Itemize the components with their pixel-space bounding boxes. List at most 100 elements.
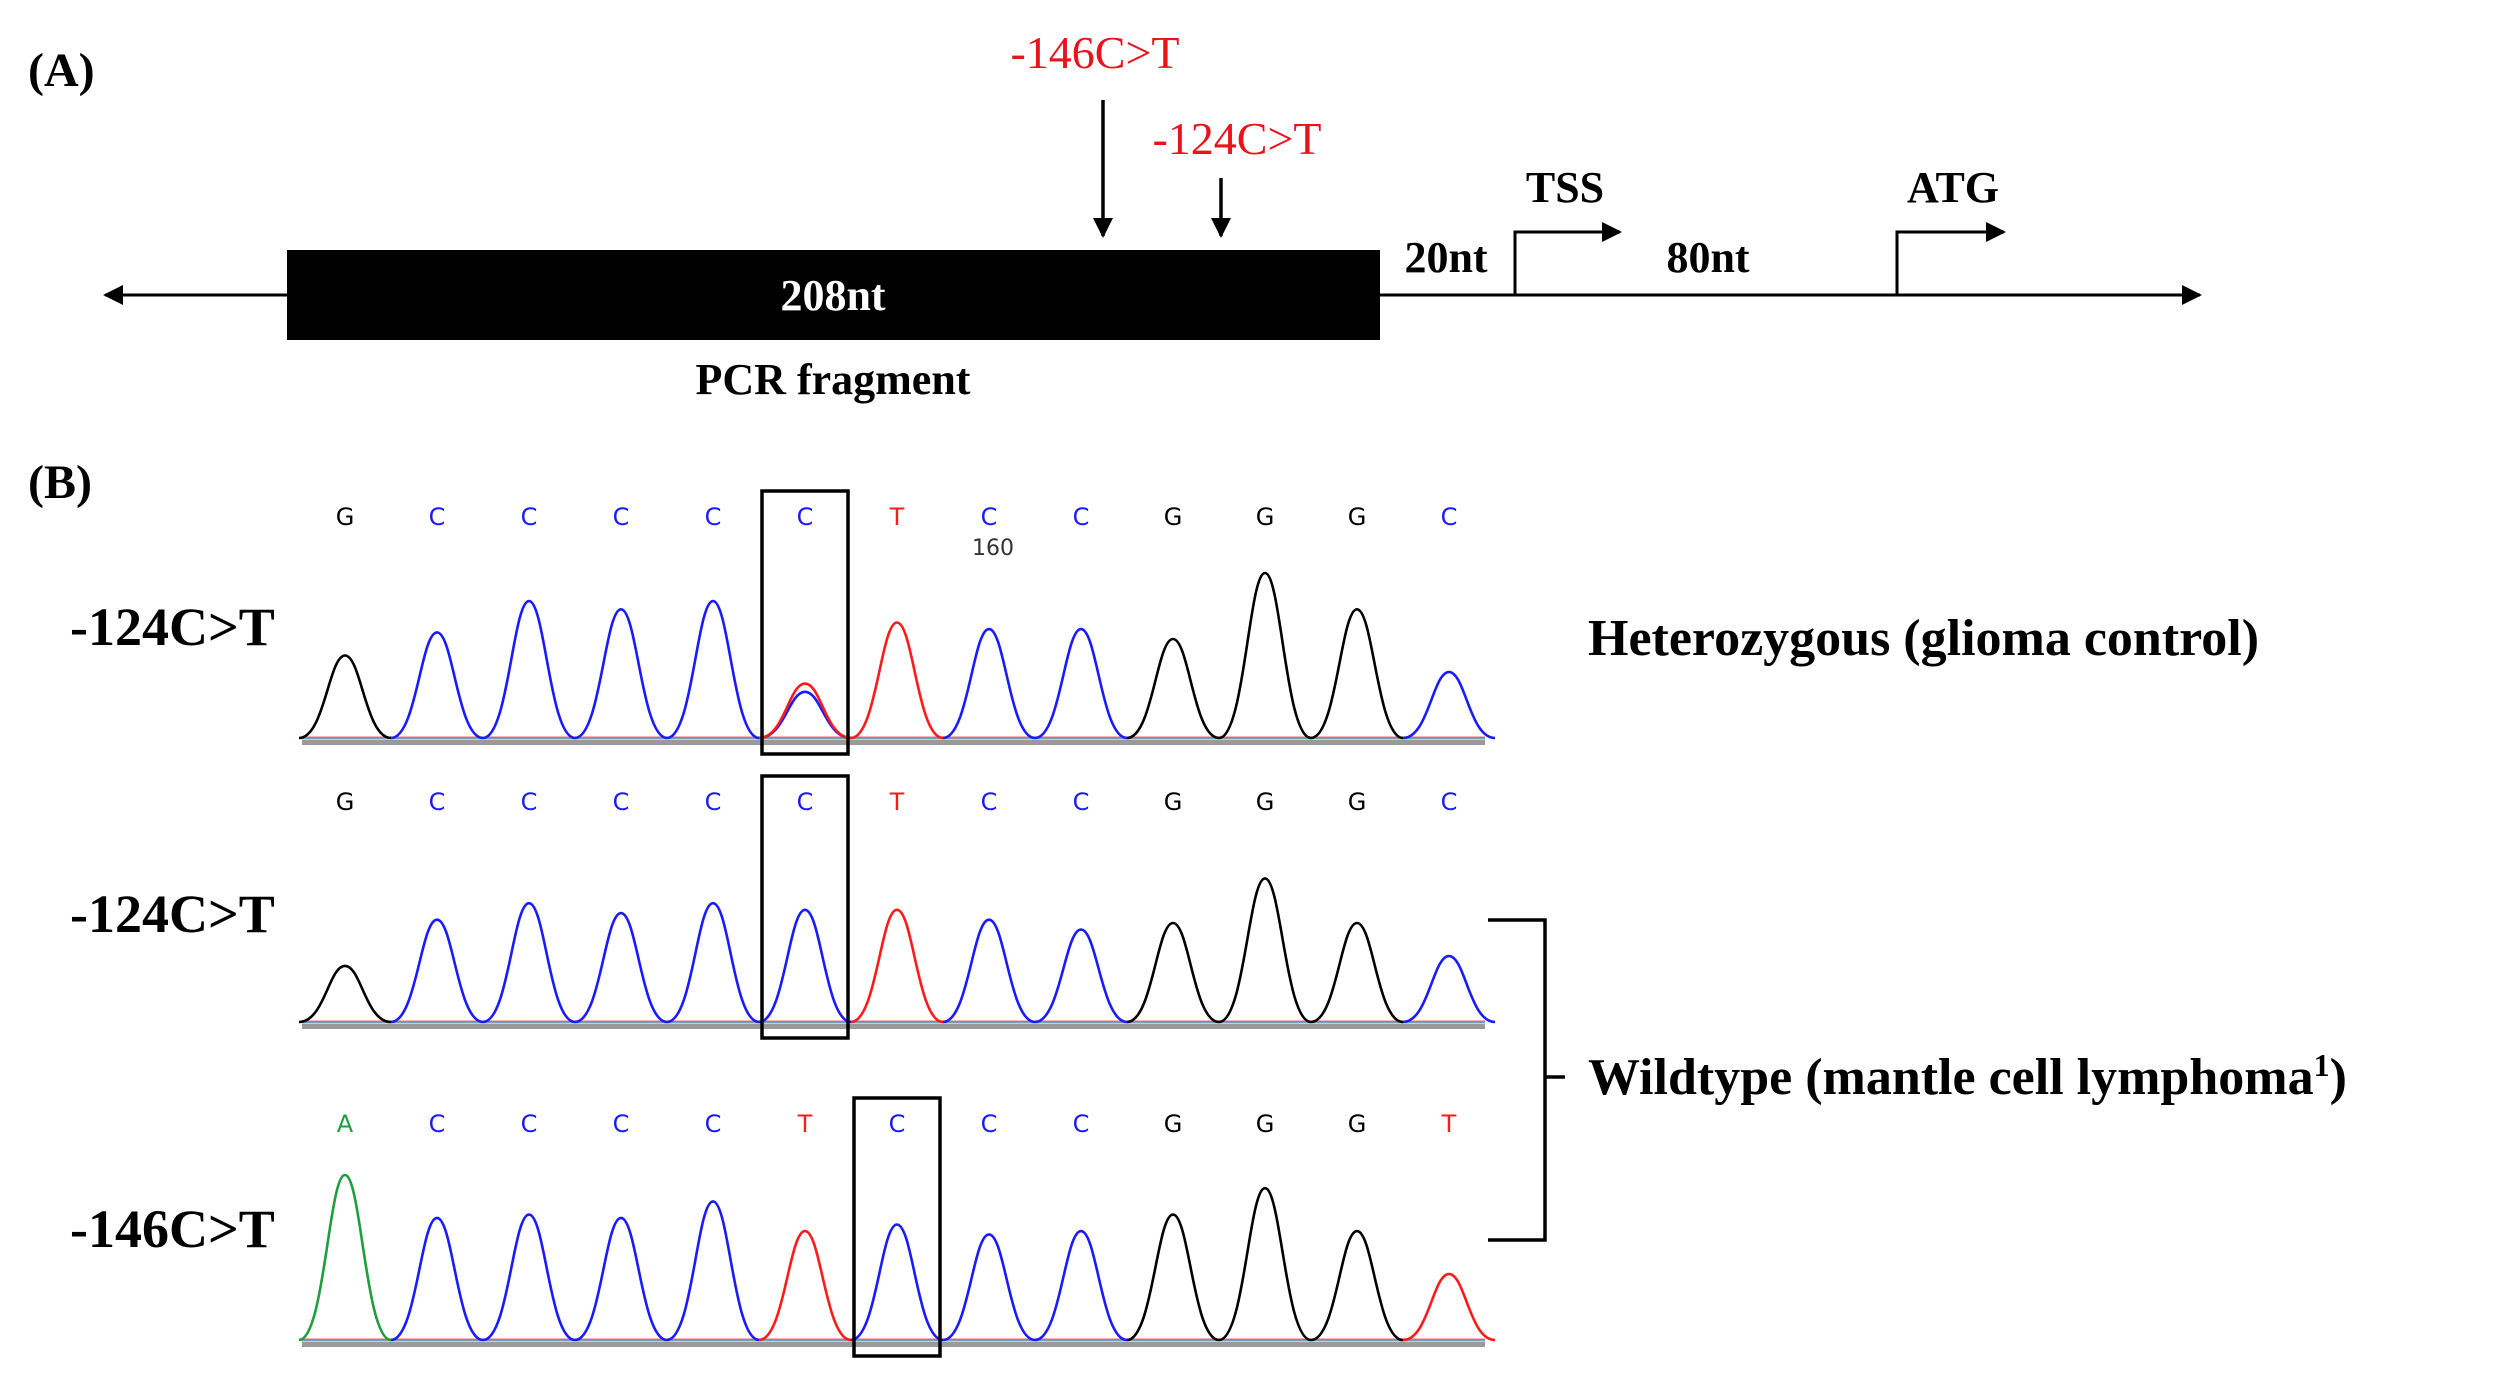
base-call: G <box>336 788 355 816</box>
trace-peak-C <box>1402 954 1496 1024</box>
base-call: T <box>889 503 905 531</box>
trace-peak-T <box>758 1229 852 1342</box>
base-call: G <box>1348 788 1367 816</box>
panel-a-label: (A) <box>28 44 95 97</box>
atg-label: ATG <box>1907 163 1999 212</box>
trace-peak-C <box>758 908 852 1024</box>
spacer-20nt-label: 20nt <box>1404 233 1487 282</box>
base-call: C <box>1441 788 1458 816</box>
trace-peak-C <box>942 1233 1036 1342</box>
trace-peak-G <box>1126 921 1220 1024</box>
pcr-fragment-caption: PCR fragment <box>696 355 971 404</box>
base-call: G <box>1164 503 1183 531</box>
trace-peak-G <box>1218 571 1312 740</box>
base-call: G <box>336 503 355 531</box>
trace-peak-C <box>1034 627 1128 740</box>
variant-highlight-box <box>852 1096 942 1358</box>
base-call: C <box>705 503 722 531</box>
base-call: C <box>889 1110 906 1138</box>
trace-peak-T <box>850 621 944 740</box>
base-call: C <box>429 503 446 531</box>
tss-arrow <box>1513 222 1622 295</box>
base-call: C <box>521 503 538 531</box>
trace-peak-C <box>942 627 1036 740</box>
atg-arrow <box>1895 222 2006 295</box>
trace-peak-C <box>390 631 484 740</box>
trace-peak-G <box>1126 1213 1220 1342</box>
row-3-label: -146C>T <box>70 1199 275 1259</box>
trace-peak-G <box>1218 1186 1312 1342</box>
base-call: G <box>1348 1110 1367 1138</box>
variant-highlight-box <box>760 489 850 756</box>
base-call: C <box>1073 503 1090 531</box>
trace-peak-T <box>850 908 944 1024</box>
trace-peak-overlap-T <box>758 682 852 740</box>
base-call: T <box>1441 1110 1457 1138</box>
row-1-label: -124C>T <box>70 597 275 657</box>
variant-highlight-box <box>760 774 850 1040</box>
base-call: C <box>705 788 722 816</box>
trace-peak-C <box>390 918 484 1024</box>
tss-label: TSS <box>1526 163 1604 212</box>
panel-b: (B) -124C>T -124C>T -146C>T G C C C C C T C C G G G… <box>28 456 2347 1358</box>
base-call: C <box>429 788 446 816</box>
base-call: A <box>337 1110 354 1138</box>
base-call: G <box>1256 503 1275 531</box>
trace-track <box>302 740 1485 745</box>
base-call: C <box>981 788 998 816</box>
trace-peak-G <box>298 654 392 740</box>
base-call: C <box>521 788 538 816</box>
base-call: C <box>797 788 814 816</box>
trace-track <box>302 1342 1485 1347</box>
base-call: C <box>429 1110 446 1138</box>
trace-peak-C <box>850 1223 944 1342</box>
fragment-length-label: 208nt <box>780 271 885 320</box>
row-2-label: -124C>T <box>70 884 275 944</box>
trace-peak-C <box>666 901 760 1024</box>
base-call: C <box>981 503 998 531</box>
trace-peak-G <box>1126 637 1220 740</box>
genotype-heterozygous-label: Heterozygous (glioma control) <box>1588 610 2259 667</box>
trace-peak-G <box>1310 608 1404 740</box>
trace-peak-C <box>482 901 576 1024</box>
pcr-fragment-box <box>287 250 1380 340</box>
genotype-wildtype-text: Wildtype (mantle cell lymphoma <box>1588 1049 2314 1106</box>
trace-peak-C <box>666 599 760 740</box>
base-call: C <box>1073 788 1090 816</box>
base-call: G <box>1256 1110 1275 1138</box>
base-call: T <box>797 1110 813 1138</box>
base-call: C <box>981 1110 998 1138</box>
base-call: C <box>613 503 630 531</box>
genotype-wildtype-close: ) <box>2330 1049 2347 1106</box>
trace-peak-T <box>1402 1272 1496 1342</box>
base-call: C <box>797 503 814 531</box>
panel-b-label: (B) <box>28 456 92 509</box>
trace-peak-C <box>574 911 668 1024</box>
genotype-wildtype-superscript: 1 <box>2314 1047 2330 1083</box>
trace-peak-G <box>1218 877 1312 1024</box>
base-call: C <box>521 1110 538 1138</box>
trace-track <box>302 1024 1485 1029</box>
base-call: G <box>1164 1110 1183 1138</box>
trace-peak-C <box>574 1216 668 1342</box>
mutation-146-label: -146C>T <box>1010 27 1179 78</box>
mutation-124-label: -124C>T <box>1152 113 1321 164</box>
trace-peak-C <box>482 1213 576 1342</box>
base-call: G <box>1256 788 1275 816</box>
trace-peak-C <box>1402 670 1496 740</box>
base-call: G <box>1348 503 1367 531</box>
base-call: C <box>613 788 630 816</box>
base-call: C <box>705 1110 722 1138</box>
trace-peak-C <box>1034 928 1128 1024</box>
trace-peak-C <box>482 599 576 740</box>
genotype-wildtype-label: Wildtype (mantle cell lymphoma1) <box>1588 1047 2347 1106</box>
base-call: T <box>889 788 905 816</box>
trace-peak-G <box>298 964 392 1024</box>
trace-peak-A <box>298 1173 392 1342</box>
base-call: G <box>1164 788 1183 816</box>
base-call: C <box>613 1110 630 1138</box>
